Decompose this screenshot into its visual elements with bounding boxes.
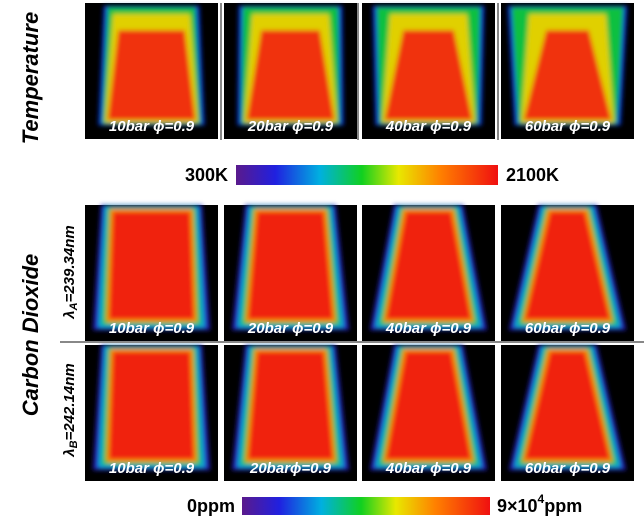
colorbar-max: 9×104ppm — [497, 492, 582, 516]
flame-layer — [107, 30, 196, 120]
colorbar-min: 300K — [185, 165, 228, 185]
image-panel: 10bar ϕ=0.9 — [85, 345, 218, 481]
panel-label: 10bar ϕ=0.9 — [109, 118, 195, 135]
image-panel: 60bar ϕ=0.9 — [501, 205, 634, 341]
flame-layer — [385, 211, 472, 320]
row-label: Carbon Dioxide — [18, 254, 43, 417]
image-panel: 40bar ϕ=0.9 — [362, 205, 495, 341]
panel-label: 40bar ϕ=0.9 — [385, 118, 472, 135]
wavelength-label: λB=242.14nm — [61, 363, 80, 457]
image-panel: 40bar ϕ=0.9 — [362, 3, 495, 139]
flame — [237, 5, 344, 126]
unit: ppm — [544, 496, 582, 516]
image-panel: 20barϕ=0.9 — [224, 345, 357, 481]
panel-label: 20bar ϕ=0.9 — [247, 118, 334, 135]
flame — [231, 205, 350, 331]
flame-layer — [524, 351, 611, 460]
image-panel: 20bar ϕ=0.9 — [224, 3, 357, 139]
colorbar — [236, 165, 498, 185]
image-panel: 60bar ϕ=0.9 — [501, 3, 634, 139]
flame-layer — [247, 351, 334, 460]
colorbar-min: 0ppm — [187, 496, 235, 516]
image-panel: 40bar ϕ=0.9 — [362, 345, 495, 481]
flame — [369, 205, 488, 331]
row-label: Temperature — [18, 12, 43, 144]
image-panel: 60bar ϕ=0.9 — [501, 345, 634, 481]
symbol: λ — [61, 310, 78, 319]
flame — [507, 5, 628, 126]
flame-layer — [384, 30, 473, 120]
panel-label: 40bar ϕ=0.9 — [385, 320, 472, 337]
panel-grid: 10bar ϕ=0.9 20bar ϕ=0.9 40bar ϕ=0.9 60bar ϕ… — [85, 3, 634, 481]
exponent: 4 — [538, 492, 545, 506]
flame — [508, 205, 627, 331]
panel-label: 60bar ϕ=0.9 — [525, 320, 611, 337]
panel-label: 10bar ϕ=0.9 — [109, 460, 195, 477]
flame-layer — [246, 30, 335, 120]
colorbar-max: 2100K — [506, 165, 559, 185]
flame-layer — [247, 211, 334, 320]
flame — [508, 345, 627, 471]
panel-label: 20bar ϕ=0.9 — [247, 320, 334, 337]
wavelength-label: λA=239.34nm — [61, 225, 80, 319]
panel-label: 10bar ϕ=0.9 — [109, 320, 195, 337]
flame — [98, 5, 205, 126]
flame-layer — [524, 211, 611, 320]
image-panel: 10bar ϕ=0.9 — [85, 3, 218, 139]
panel-label: 60bar ϕ=0.9 — [525, 118, 611, 135]
flame-layer — [108, 351, 195, 460]
image-panel: 10bar ϕ=0.9 — [85, 205, 218, 341]
flame-layer — [385, 351, 472, 460]
flame — [369, 345, 488, 471]
flame-layer — [523, 30, 612, 120]
subscript: B — [68, 440, 80, 448]
flame — [92, 345, 211, 471]
flame — [92, 205, 211, 331]
base: 9×10 — [497, 496, 538, 516]
flame — [372, 5, 485, 126]
symbol: λ — [61, 448, 78, 457]
panel-label: 20barϕ=0.9 — [249, 460, 332, 477]
image-panel: 20bar ϕ=0.9 — [224, 205, 357, 341]
panel-label: 40bar ϕ=0.9 — [385, 460, 472, 477]
flame — [231, 345, 350, 471]
subscript: A — [68, 302, 80, 311]
value: =239.34nm — [61, 225, 78, 302]
flame-layer — [108, 211, 195, 320]
colorbar — [242, 497, 490, 515]
panel-label: 60bar ϕ=0.9 — [525, 460, 611, 477]
value: =242.14nm — [61, 363, 78, 440]
